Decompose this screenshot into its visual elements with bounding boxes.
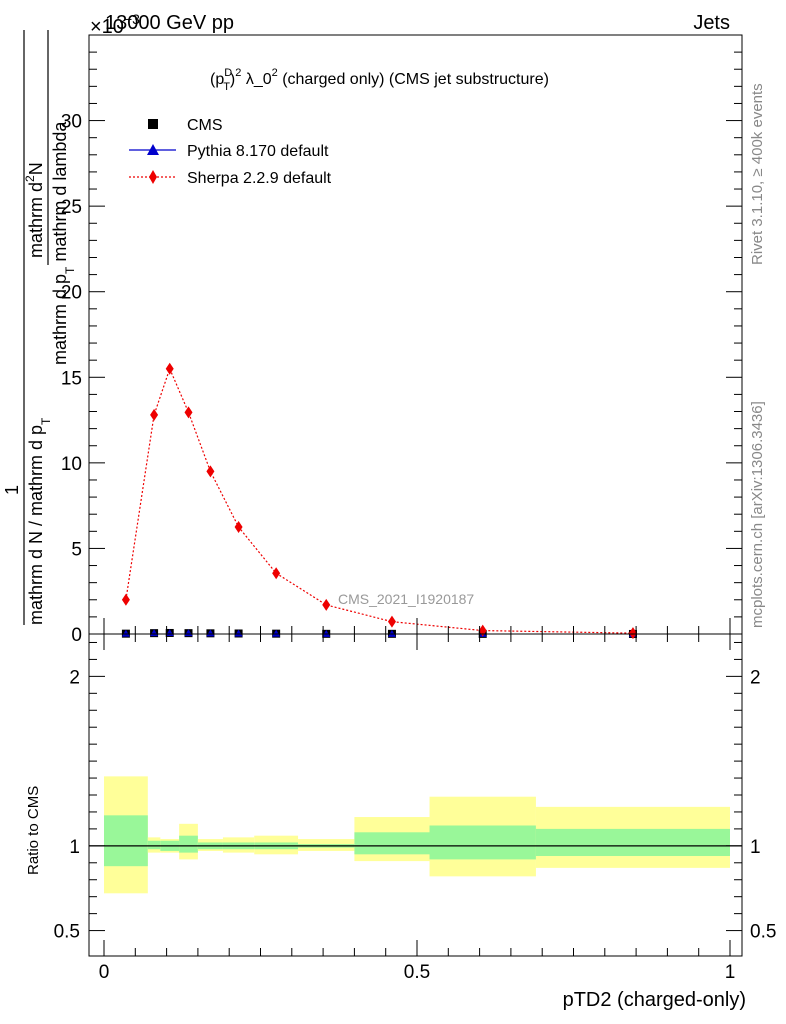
legend: CMS Pythia 8.170 default Sherpa 2.2.9 de… [129, 117, 332, 187]
ratio-ytick-label-right-1: 1 [750, 837, 761, 858]
main-ytick-label-4: 20 [61, 283, 82, 304]
ratio-band-stat-8 [354, 832, 430, 855]
y-axis-label: mathrm d2N mathrm d pT mathrm d lambda 1… [2, 30, 77, 625]
svg-text:mathrm d2N: mathrm d2N [23, 162, 46, 258]
xtick-label-1: 0.5 [404, 962, 430, 983]
main-ytick-label-1: 5 [71, 539, 82, 560]
xtick-label-0: 0 [99, 962, 110, 983]
svg-text:1: 1 [2, 485, 22, 495]
main-ytick-label-6: 30 [61, 112, 82, 133]
ratio-band-stat-1 [147, 840, 161, 850]
legend-item-sherpa: Sherpa 2.2.9 default [129, 170, 332, 187]
svg-text:mathrm d N / mathrm d pT: mathrm d N / mathrm d pT [26, 417, 53, 625]
legend-item-pythia: Pythia 8.170 default [129, 143, 329, 160]
legend-marker-pythia [147, 144, 159, 155]
svg-text:mathrm d pT mathrm d lambda: mathrm d pT mathrm d lambda [50, 121, 77, 365]
sherpa-point-10 [628, 627, 637, 640]
xtick-label-2: 1 [725, 962, 736, 983]
pythia-point-4 [206, 629, 215, 637]
sherpa-point-2 [165, 362, 174, 375]
main-ytick-label-0: 0 [71, 625, 82, 646]
ratio-band-stat-3 [179, 835, 198, 853]
sherpa-point-0 [121, 593, 130, 606]
ratio-band-stat-10 [535, 828, 730, 857]
main-ytick-label-2: 10 [61, 454, 82, 475]
x-axis-label: pTD2 (charged-only) [563, 989, 746, 1011]
main-ytick-label-3: 15 [61, 368, 82, 389]
legend-label-sherpa: Sherpa 2.2.9 default [187, 170, 332, 187]
plot-title: (pD T)2 λ_02 (charged only) (CMS jet subs… [210, 67, 549, 93]
sherpa-point-6 [272, 567, 281, 580]
sherpa-point-5 [234, 521, 243, 534]
side-text-rivet: Rivet 3.1.10, ≥ 400k events [749, 83, 766, 265]
ratio-y-axis-label: Ratio to CMS [25, 786, 42, 875]
pythia-point-0 [121, 629, 130, 637]
side-text-mcplots: mcplots.cern.ch [arXiv:1306.3436] [749, 401, 766, 628]
sherpa-point-4 [206, 465, 215, 478]
header-left: 13000 GeV pp [105, 12, 234, 34]
legend-label-cms: CMS [187, 117, 223, 134]
pythia-point-5 [234, 629, 243, 637]
ratio-ytick-label-left-2: 2 [69, 667, 80, 688]
ratio-band-stat-0 [104, 815, 148, 867]
ratio-band-stat-9 [429, 825, 536, 860]
pythia-point-8 [387, 629, 396, 637]
analysis-watermark: CMS_2021_I1920187 [338, 591, 474, 607]
main-ytick-label-5: 25 [61, 197, 82, 218]
ratio-plot-frame [88, 633, 743, 957]
ratio-ytick-label-left-0: 0.5 [54, 922, 80, 943]
pythia-point-7 [322, 629, 331, 637]
legend-marker-sherpa [149, 170, 157, 184]
sherpa-point-7 [322, 598, 331, 611]
pythia-point-6 [272, 629, 281, 637]
ratio-bands [89, 776, 742, 894]
legend-item-cms: CMS [148, 117, 223, 134]
sherpa-point-3 [184, 406, 193, 419]
ratio-ytick-label-right-0: 0.5 [750, 922, 776, 943]
sherpa-point-8 [387, 615, 396, 628]
header-right: Jets [693, 12, 730, 34]
axes: 0 5 10 15 20 25 30 0 0.5 1 0.5 0.5 1 1 2 2 [54, 51, 776, 983]
y-exponent: ×10−3 [90, 11, 140, 38]
legend-label-pythia: Pythia 8.170 default [187, 143, 329, 160]
ratio-ytick-label-right-2: 2 [750, 667, 761, 688]
ratio-ytick-label-left-1: 1 [69, 837, 80, 858]
sherpa-point-1 [150, 408, 159, 421]
legend-marker-cms [148, 119, 158, 129]
